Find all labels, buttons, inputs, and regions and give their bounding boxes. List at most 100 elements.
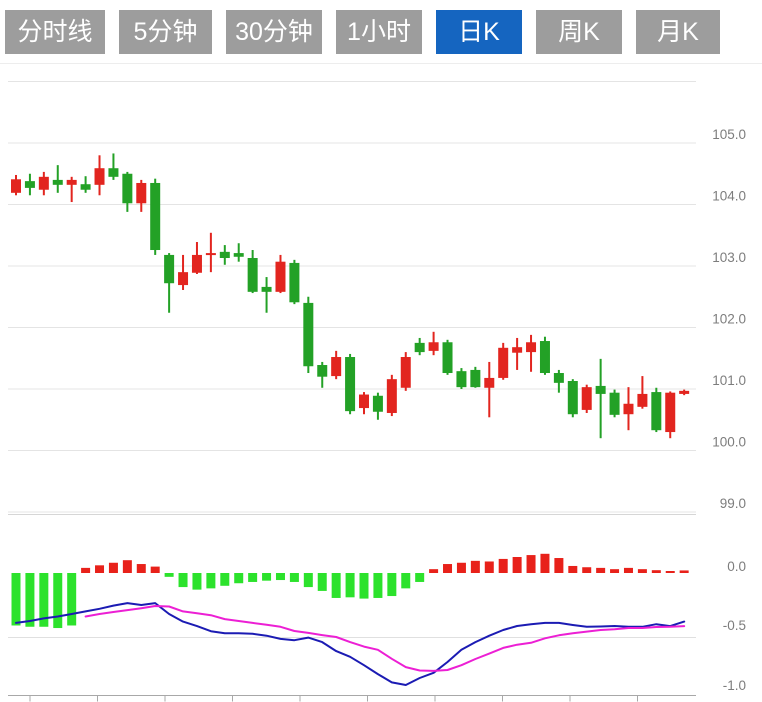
candle-body [150, 182, 161, 251]
interval-weekly-button[interactable]: 周K [536, 10, 622, 54]
price-axis-label: 103.0 [712, 250, 746, 265]
candle-wick [530, 334, 533, 372]
candle-body [275, 261, 286, 292]
candle-body [38, 176, 49, 190]
macd-bar [568, 565, 578, 573]
macd-bar [401, 573, 411, 589]
candle-body [80, 184, 91, 190]
candle-body [219, 251, 230, 259]
candle-body [400, 357, 411, 388]
macd-bar [554, 558, 564, 573]
candle-body [456, 371, 467, 388]
candle-body [317, 365, 328, 377]
macd-bar [178, 573, 188, 588]
macd-bar [540, 553, 550, 573]
macd-bar [289, 573, 299, 582]
candle-body [679, 390, 690, 394]
macd-bar [164, 573, 174, 577]
macd-bar [596, 567, 606, 573]
candle-body [359, 394, 369, 409]
macd-bar [11, 573, 21, 626]
macd-bar [484, 561, 494, 573]
macd-bar [136, 564, 146, 573]
candle-body [52, 179, 63, 185]
candle-body [484, 377, 495, 388]
interval-1hour-button[interactable]: 1小时 [336, 10, 422, 54]
candle-body [595, 385, 606, 394]
macd-bar [234, 573, 244, 584]
interval-timeline-button[interactable]: 分时线 [5, 10, 105, 54]
macd-bar [122, 560, 132, 573]
candle-body [512, 347, 523, 353]
candle-body [651, 392, 662, 431]
macd-bar [429, 569, 439, 573]
macd-bar [610, 569, 620, 573]
price-axis-label: 101.0 [712, 373, 746, 388]
interval-daily-button[interactable]: 日K [436, 10, 522, 54]
candle-body [261, 286, 272, 292]
candle-body [178, 272, 189, 286]
candle-body [66, 179, 77, 185]
candle-body [567, 381, 578, 415]
candle-wick [488, 361, 491, 418]
macd-bar [456, 562, 466, 573]
candle-body [136, 182, 147, 204]
candle-body [553, 373, 564, 383]
macd-bar [220, 573, 230, 586]
candle-body [428, 342, 439, 351]
candle-body [108, 168, 119, 177]
macd-bar [443, 564, 453, 573]
candle-body [122, 173, 133, 204]
candle-body [331, 357, 342, 377]
macd-bar [108, 562, 118, 573]
macd-bar [331, 573, 341, 598]
candle-body [539, 341, 550, 374]
macd-bar [206, 573, 216, 589]
candle-wick [599, 358, 602, 439]
candle-wick [641, 376, 644, 409]
candle-body [247, 258, 258, 292]
price-axis-label: 100.0 [712, 435, 746, 450]
price-axis-label: 99.0 [720, 496, 746, 511]
candle-body [609, 392, 620, 415]
candle-body [386, 379, 397, 413]
interval-monthly-button[interactable]: 月K [636, 10, 720, 54]
macd-axis-label: 0.0 [727, 559, 746, 574]
macd-bar [81, 567, 91, 573]
macd-bar [95, 565, 105, 573]
candle-body [442, 342, 453, 374]
interval-5min-button[interactable]: 5分钟 [119, 10, 212, 54]
macd-bar [623, 567, 633, 573]
candle-body [303, 302, 314, 367]
price-axis-label: 105.0 [712, 127, 746, 142]
macd-bar [359, 573, 369, 599]
price-axis-label: 102.0 [712, 312, 746, 327]
candle-body [164, 254, 175, 284]
macd-bar [582, 567, 592, 573]
macd-bar [651, 570, 661, 573]
macd-bar [470, 560, 480, 573]
candle-body [24, 181, 35, 188]
macd-bar [67, 573, 77, 626]
candle-body [637, 393, 648, 407]
macd-bar [415, 573, 425, 582]
candle-wick [112, 153, 115, 180]
macd-bar [387, 573, 397, 597]
macd-bar [665, 571, 675, 573]
candle-body [581, 387, 592, 410]
candle-body [205, 253, 216, 256]
candle-wick [70, 176, 73, 203]
price-axis-label: 104.0 [712, 189, 746, 204]
macd-bar [317, 573, 327, 591]
macd-axis-label: -0.5 [723, 618, 746, 633]
interval-30min-button[interactable]: 30分钟 [226, 10, 322, 54]
candle-body [233, 253, 244, 257]
candle-body [470, 369, 481, 388]
candle-body [498, 347, 509, 378]
macd-bar [192, 573, 202, 590]
macd-bar [262, 573, 272, 581]
macd-bar [39, 573, 49, 627]
candle-body [665, 392, 676, 433]
